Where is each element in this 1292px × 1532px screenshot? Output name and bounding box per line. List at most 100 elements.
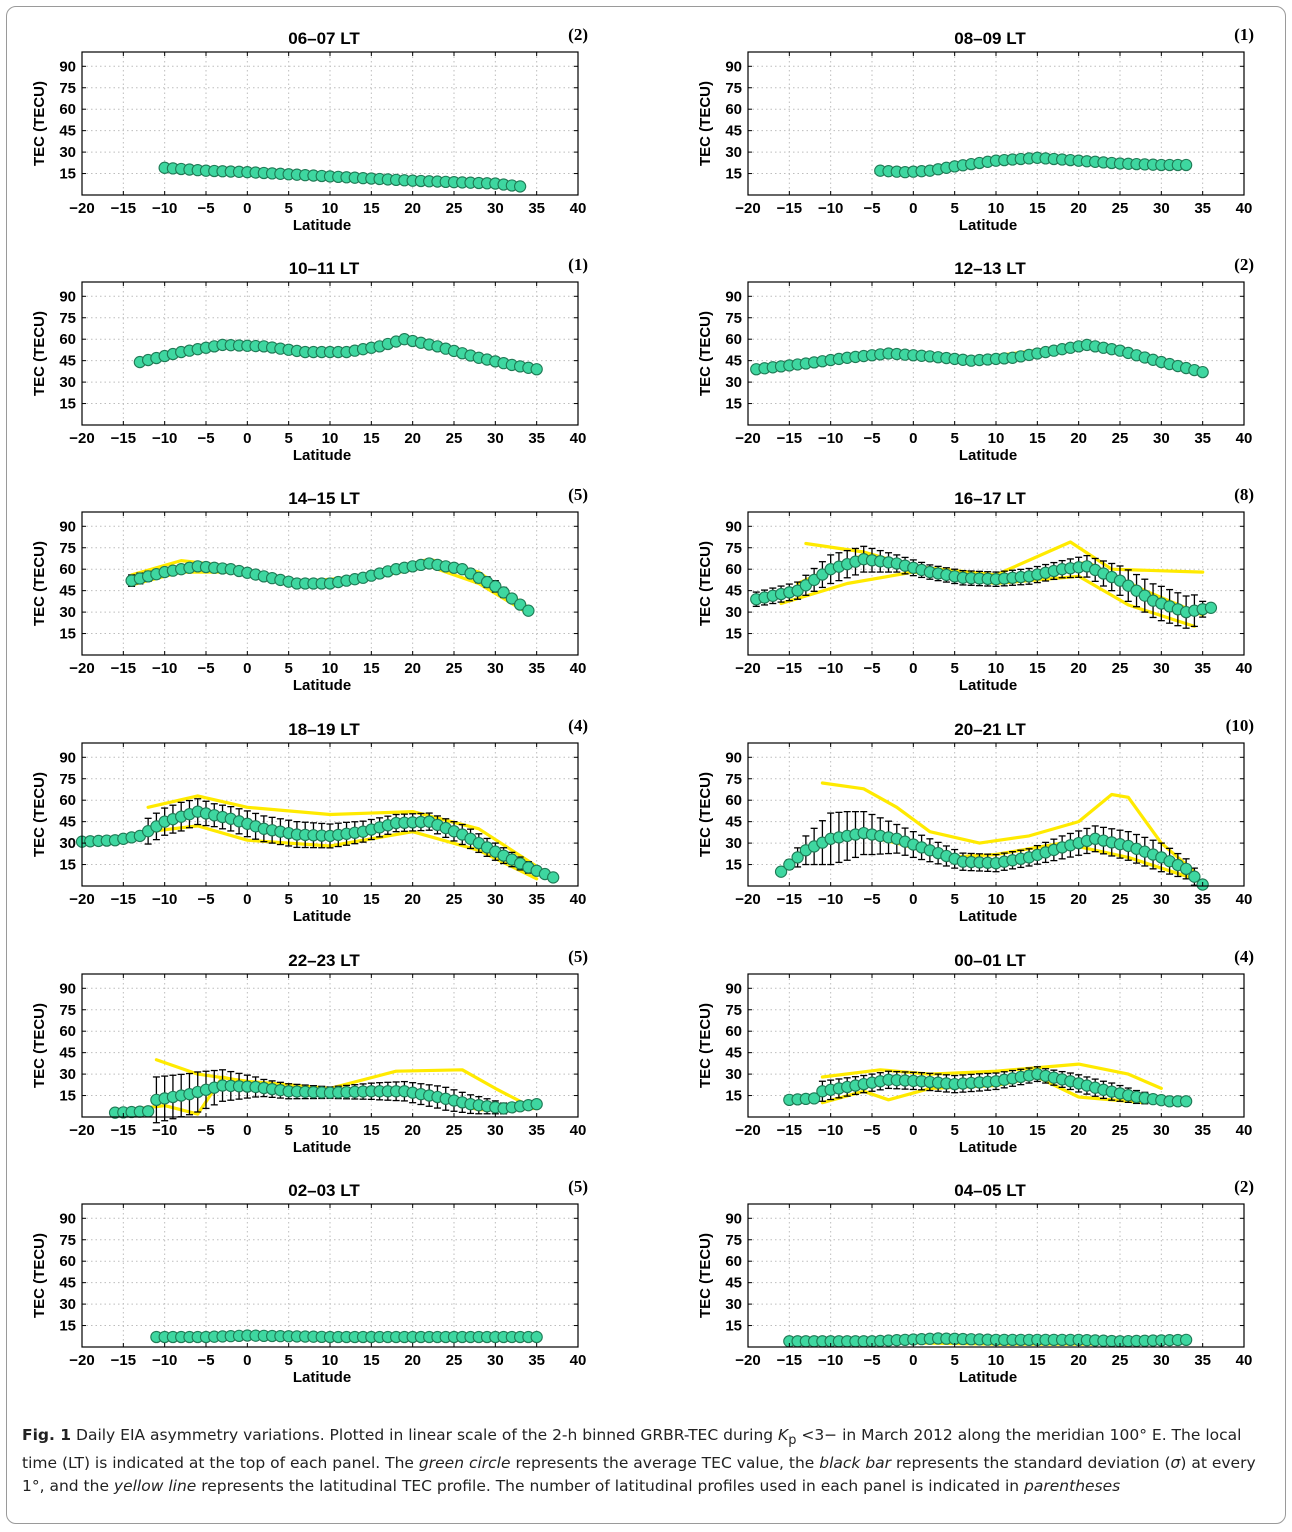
grid [748,1204,1244,1347]
mean-markers [774,826,1209,891]
x-tick-label: 10 [988,1122,1005,1139]
x-tick-label: −10 [152,660,177,677]
y-tick-label: 75 [725,310,742,327]
x-tick-label: 25 [1112,1352,1129,1369]
x-tick-label: 20 [404,891,421,908]
caption-text-5: ) at every 1°, and the [22,1454,1256,1496]
y-tick-label: 90 [725,1210,742,1227]
x-tick-label: −20 [69,1352,94,1369]
y-tick-label: 75 [59,80,76,97]
x-tick-label: 10 [322,660,339,677]
caption-fig-label: Fig. 1 [22,1426,72,1444]
panel-title: 14–15 LT [288,489,360,508]
x-tick-label: 0 [243,660,251,677]
x-tick-label: −10 [152,1122,177,1139]
mean-tec-marker [489,580,502,593]
x-tick-label: 40 [570,1122,587,1139]
x-tick-label: 5 [950,660,958,677]
x-axis-label: Latitude [293,908,351,925]
x-tick-label: 20 [1070,430,1087,447]
x-tick-label: −20 [735,1352,760,1369]
x-tick-label: 5 [284,1352,292,1369]
y-tick-label: 15 [725,1088,742,1105]
mean-markers [750,338,1209,379]
profile-count: (8) [1234,485,1254,504]
x-tick-label: 5 [950,891,958,908]
y-tick-label: 30 [59,374,76,391]
x-tick-label: 20 [1070,1352,1087,1369]
y-tick-label: 30 [59,1066,76,1083]
x-tick-label: 25 [1112,1122,1129,1139]
x-tick-label: 15 [1029,1352,1046,1369]
x-tick-label: 10 [988,660,1005,677]
x-tick-label: 30 [487,660,504,677]
panel-title: 08–09 LT [954,29,1026,48]
x-axis-label: Latitude [959,677,1017,694]
caption-yellow-line: yellow line [113,1477,197,1496]
y-tick-label: 15 [59,626,76,643]
y-tick-label: 90 [59,288,76,305]
profile-count: (5) [568,485,588,504]
y-tick-label: 60 [59,331,76,348]
x-tick-label: 0 [909,1122,917,1139]
y-tick-label: 60 [59,1023,76,1040]
x-tick-label: 30 [1153,1122,1170,1139]
x-tick-label: 25 [1112,891,1129,908]
x-tick-label: −5 [197,430,214,447]
x-tick-label: 35 [528,1122,545,1139]
x-tick-label: −5 [197,1122,214,1139]
grid [748,52,1244,195]
x-tick-label: 5 [950,200,958,217]
x-tick-label: −10 [152,200,177,217]
panel-title: 04–05 LT [954,1181,1026,1200]
caption-kp-subscript: p [788,1433,797,1449]
y-tick-label: 15 [725,396,742,413]
x-tick-label: 10 [322,1122,339,1139]
x-tick-label: 15 [363,1352,380,1369]
x-tick-label: −5 [197,660,214,677]
x-tick-label: −10 [818,1122,843,1139]
y-axis-label: TEC (TECU) [697,81,714,166]
y-tick-label: 75 [59,1232,76,1249]
figure-panels: −20 −15 −10 −5 0 5 10 15 20 25 30 35 40 15 30 45 60 75 90 L… [31,25,1254,1386]
profile-count: (2) [568,25,588,44]
x-tick-label: −5 [197,1352,214,1369]
x-tick-label: −15 [777,200,802,217]
x-tick-label: −5 [863,891,880,908]
caption-text-4: represents the standard deviation ( [891,1454,1171,1473]
x-tick-label: −20 [735,200,760,217]
x-tick-label: 40 [570,891,587,908]
x-tick-label: 30 [1153,200,1170,217]
x-tick-label: 20 [1070,1122,1087,1139]
x-tick-label: 35 [1194,660,1211,677]
x-tick-label: 15 [1029,1122,1046,1139]
x-axis-label: Latitude [293,677,351,694]
y-tick-label: 45 [59,123,76,140]
x-tick-label: 20 [1070,200,1087,217]
mean-markers [783,1067,1193,1108]
y-axis-label: TEC (TECU) [31,772,48,857]
x-tick-label: 30 [487,1122,504,1139]
x-tick-label: 5 [284,1122,292,1139]
caption-text-6: represents the latitudinal TEC profile. … [196,1477,1025,1496]
x-axis-label: Latitude [959,447,1017,464]
x-tick-label: 40 [570,660,587,677]
y-tick-label: 15 [59,1088,76,1105]
y-tick-label: 90 [725,749,742,766]
mean-tec-marker [1196,365,1209,379]
x-tick-label: 0 [909,660,917,677]
caption-black-bar: black bar [819,1454,892,1473]
y-tick-label: 30 [59,604,76,621]
y-tick-label: 45 [725,353,742,370]
panel-title: 02–03 LT [288,1181,360,1200]
x-tick-label: −15 [111,891,136,908]
x-tick-label: 30 [487,200,504,217]
x-tick-label: −20 [735,430,760,447]
x-tick-label: −10 [152,430,177,447]
x-tick-label: −15 [111,200,136,217]
x-tick-label: 0 [909,430,917,447]
y-tick-label: 30 [725,604,742,621]
mean-tec-marker [141,1105,155,1118]
x-tick-label: 20 [404,430,421,447]
panel-title: 12–13 LT [954,259,1026,278]
